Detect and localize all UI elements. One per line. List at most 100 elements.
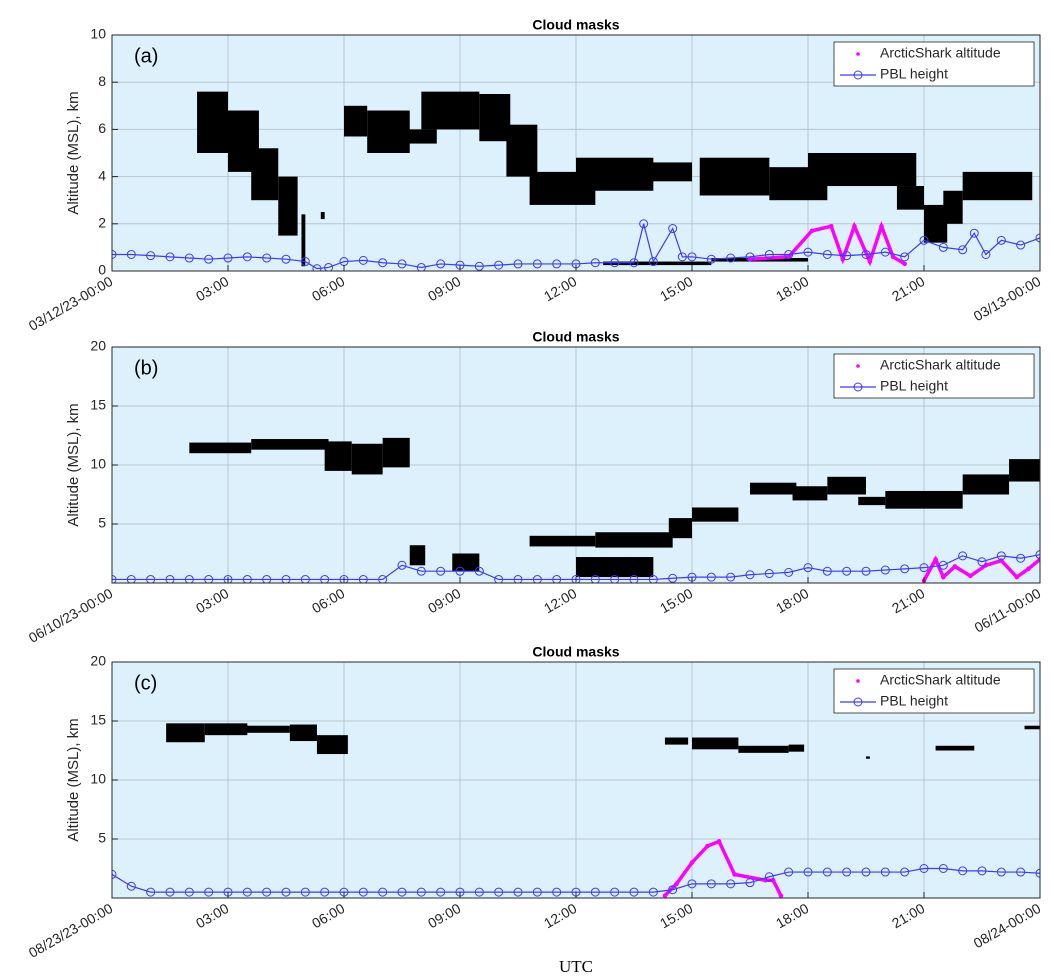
marker — [764, 249, 774, 259]
cloud-mask — [344, 105, 368, 137]
y-tick-label: 4 — [98, 167, 106, 183]
marker — [146, 251, 156, 261]
marker — [262, 253, 272, 263]
point — [852, 223, 857, 229]
marker — [919, 864, 929, 873]
x-tick-label: 09:00 — [425, 585, 464, 616]
x-tick-label: 15:00 — [657, 585, 696, 616]
cloud-mask — [324, 441, 352, 471]
marker — [281, 887, 291, 897]
x-tick-label: 03:00 — [193, 900, 232, 931]
marker — [436, 566, 446, 576]
x-tick-label: 06:00 — [309, 273, 348, 304]
marker — [958, 551, 968, 561]
y-tick-label: 15 — [90, 712, 106, 728]
panel-label: (a) — [134, 45, 158, 67]
cloud-mask — [421, 91, 480, 130]
cloud-mask — [750, 482, 797, 495]
marker — [300, 887, 310, 897]
cloud-mask — [634, 162, 692, 182]
cloud-mask — [792, 486, 828, 501]
marker — [880, 867, 890, 877]
marker — [204, 574, 214, 583]
point — [902, 261, 907, 267]
marker — [1016, 553, 1026, 563]
legend-marker — [853, 70, 863, 80]
point — [828, 223, 834, 229]
point — [732, 872, 737, 877]
marker — [977, 866, 987, 876]
marker — [532, 574, 542, 583]
cloud-mask — [924, 204, 948, 243]
legend-marker — [853, 697, 863, 707]
cloud-mask — [692, 737, 739, 750]
x-axis-label: UTC — [559, 957, 593, 976]
marker — [436, 259, 446, 269]
x-tick-label: 06:00 — [309, 900, 348, 931]
cloud-mask — [316, 735, 348, 755]
y-tick-label: 20 — [90, 338, 106, 354]
marker — [281, 254, 291, 264]
point — [716, 839, 722, 844]
cloud-mask — [808, 153, 917, 187]
marker — [532, 259, 542, 269]
legend-marker — [856, 679, 860, 683]
y-tick-label: 20 — [90, 653, 106, 669]
marker — [648, 887, 658, 897]
legend-label: ArcticShark altitude — [880, 672, 1001, 688]
legend-box — [833, 41, 1035, 87]
legend-label: PBL height — [880, 693, 948, 709]
legend-label: PBL height — [880, 378, 948, 394]
point — [1026, 566, 1031, 572]
marker — [552, 887, 562, 897]
legend-label: PBL height — [880, 66, 948, 82]
x-tick-label: 21:00 — [889, 273, 928, 304]
y-axis-label: Altitude (MSL), km — [65, 718, 82, 841]
marker — [784, 867, 794, 877]
marker — [842, 251, 852, 261]
y-tick-label: 6 — [98, 120, 106, 136]
point — [674, 881, 679, 887]
marker — [126, 574, 136, 583]
x-tick-label: 15:00 — [657, 273, 696, 304]
marker — [552, 574, 562, 583]
marker — [745, 252, 755, 262]
cloud-mask — [278, 176, 298, 236]
marker — [320, 574, 330, 583]
cloud-mask — [402, 129, 437, 144]
cloud-mask — [595, 532, 673, 548]
marker — [668, 573, 678, 583]
cloud-mask — [251, 148, 279, 201]
marker — [339, 574, 349, 583]
cloud-mask — [692, 507, 739, 522]
marker — [861, 566, 871, 576]
plot-content — [112, 437, 1040, 583]
cloud-mask — [885, 490, 963, 509]
marker — [300, 574, 310, 583]
marker — [726, 572, 736, 582]
marker — [513, 259, 523, 269]
marker — [677, 252, 687, 262]
marker — [262, 574, 272, 583]
marker — [532, 887, 542, 897]
marker — [880, 247, 890, 257]
x-tick-label: 08/24-00:00 — [971, 900, 1044, 951]
x-tick-label: 03:00 — [193, 273, 232, 304]
marker — [552, 259, 562, 269]
series-line — [922, 555, 1040, 582]
marker — [474, 566, 484, 576]
cloud-mask — [351, 443, 383, 475]
point — [867, 259, 873, 264]
y-tick-label: 10 — [90, 771, 106, 787]
marker — [977, 557, 987, 567]
marker — [861, 867, 871, 877]
marker — [1035, 868, 1040, 878]
marker — [242, 252, 252, 262]
x-tick-label: 03/12/23-00:00 — [26, 273, 116, 334]
marker — [900, 867, 910, 877]
marker — [726, 253, 736, 263]
y-tick-label: 5 — [98, 830, 106, 846]
marker — [639, 219, 649, 229]
marker — [629, 574, 639, 583]
marker — [165, 887, 175, 897]
